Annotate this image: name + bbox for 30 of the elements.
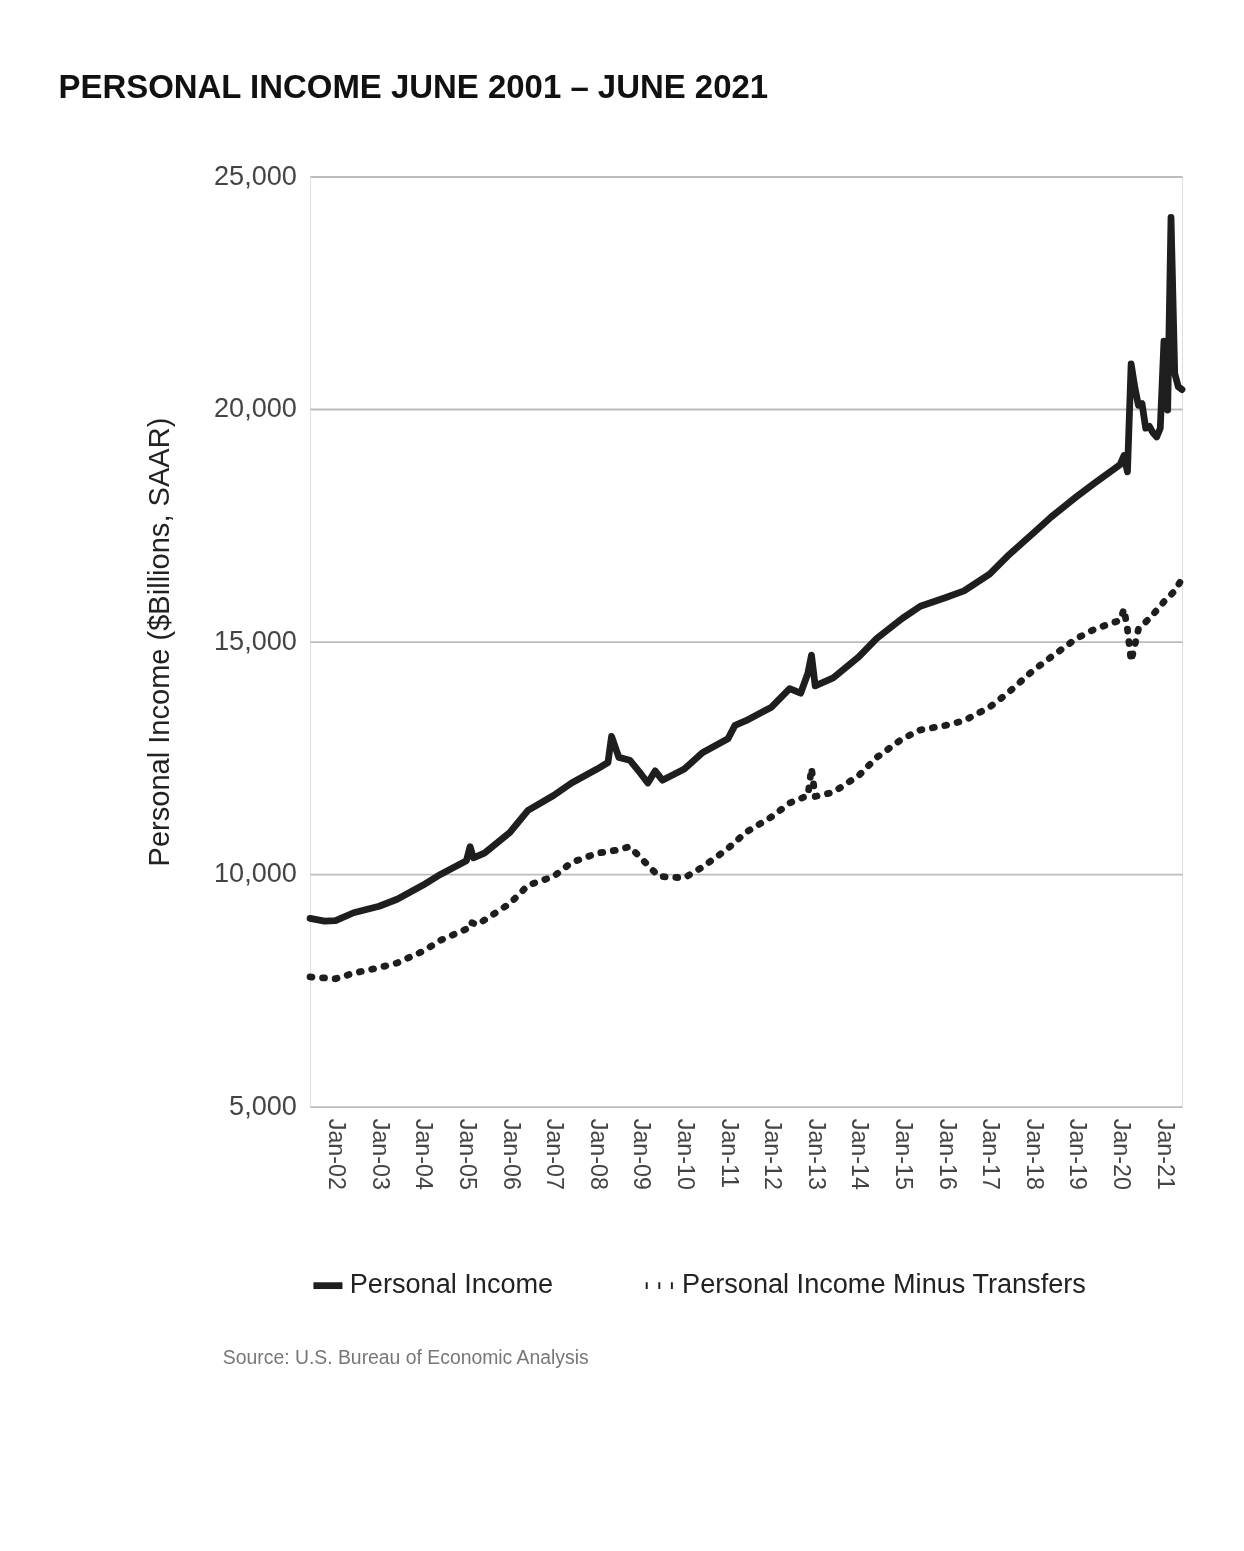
- x-tick-label: Jan-04: [411, 1118, 438, 1190]
- x-tick-label: Jan-10: [673, 1118, 700, 1190]
- y-tick-label: 5,000: [229, 1089, 297, 1121]
- y-tick-label: 25,000: [214, 159, 297, 191]
- x-tick-label: Jan-18: [1021, 1118, 1048, 1190]
- x-tick-label: Jan-12: [760, 1118, 787, 1190]
- x-tick-label: Jan-07: [542, 1118, 569, 1190]
- x-tick-label: Jan-19: [1065, 1118, 1092, 1190]
- legend-label: Personal Income Minus Transfers: [682, 1268, 1086, 1300]
- x-tick-label: Jan-13: [803, 1118, 830, 1190]
- y-tick-label: 10,000: [214, 857, 297, 889]
- x-tick-label: Jan-03: [367, 1118, 394, 1190]
- chart-title: PERSONAL INCOME JUNE 2001 – JUNE 2021: [58, 68, 769, 106]
- x-tick-label: Jan-16: [934, 1118, 961, 1190]
- x-tick-label: Jan-21: [1152, 1118, 1179, 1190]
- legend-label: Personal Income: [349, 1268, 554, 1300]
- x-tick-label: Jan-11: [716, 1118, 743, 1189]
- source-note: Source: U.S. Bureau of Economic Analysis: [222, 1346, 589, 1369]
- y-axis-title: Personal Income ($Billions, SAAR): [143, 417, 176, 867]
- x-tick-label: Jan-15: [891, 1118, 918, 1190]
- x-tick-label: Jan-09: [629, 1118, 656, 1190]
- x-tick-label: Jan-20: [1108, 1118, 1135, 1190]
- x-tick-label: Jan-02: [324, 1118, 351, 1190]
- x-tick-label: Jan-06: [498, 1118, 525, 1190]
- x-tick-label: Jan-05: [455, 1118, 482, 1190]
- y-tick-label: 15,000: [214, 624, 297, 656]
- x-tick-label: Jan-08: [585, 1118, 612, 1190]
- x-tick-label: Jan-17: [978, 1118, 1005, 1190]
- x-tick-label: Jan-14: [847, 1118, 874, 1190]
- y-tick-label: 20,000: [214, 392, 297, 424]
